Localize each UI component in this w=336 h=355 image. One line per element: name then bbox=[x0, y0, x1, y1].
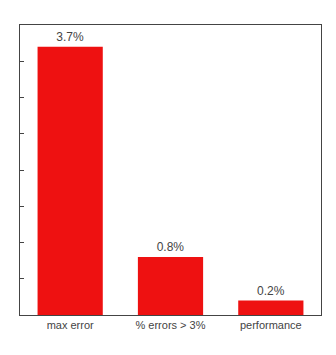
svg-text:0.2%: 0.2% bbox=[257, 284, 285, 298]
svg-text:3.7%: 3.7% bbox=[56, 30, 84, 44]
svg-text:max error: max error bbox=[47, 319, 94, 331]
svg-text:% errors > 3%: % errors > 3% bbox=[136, 319, 206, 331]
svg-text:performance: performance bbox=[240, 319, 302, 331]
svg-text:0.8%: 0.8% bbox=[157, 240, 185, 254]
